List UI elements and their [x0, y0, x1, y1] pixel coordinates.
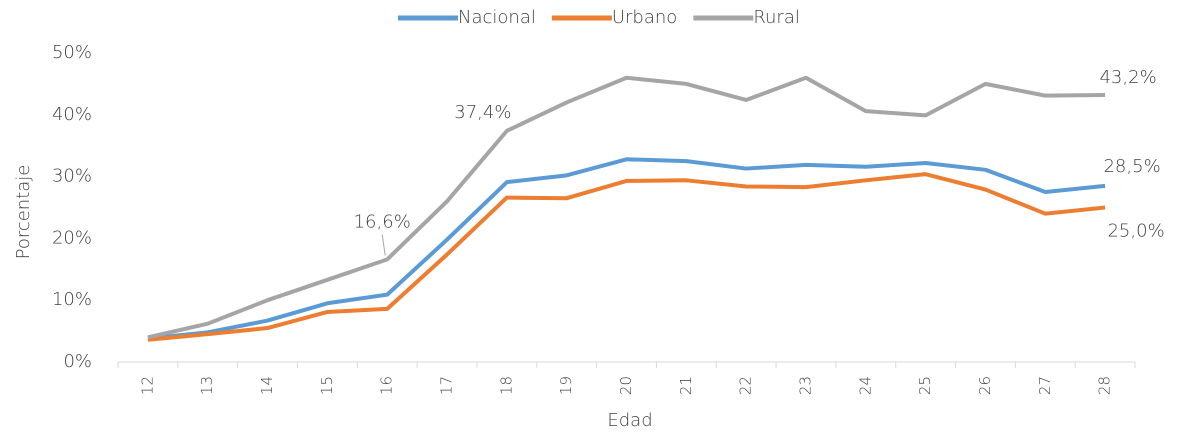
y-axis-label: Porcentaje	[13, 165, 34, 260]
x-tick-label: 12	[138, 376, 156, 395]
y-tick-label: 10%	[52, 289, 92, 310]
x-tick-label: 13	[198, 376, 216, 395]
x-tick-label: 25	[916, 376, 934, 395]
data-label: 25,0%	[1107, 221, 1164, 242]
x-tick-label: 27	[1036, 376, 1054, 395]
x-axis-label: Edad	[607, 410, 652, 431]
data-label: 16,6%	[354, 211, 411, 232]
data-label: 43,2%	[1099, 67, 1156, 88]
series-line	[147, 157, 1106, 341]
leader-line	[381, 234, 386, 256]
series-line	[147, 75, 1106, 340]
x-tick-label: 14	[258, 376, 276, 395]
y-tick-label: 0%	[63, 351, 92, 372]
y-tick-label: 30%	[52, 166, 92, 187]
data-label: 37,4%	[454, 102, 511, 123]
y-tick-label: 20%	[52, 227, 92, 248]
x-tick-label: 16	[378, 376, 396, 395]
legend-label: Rural	[753, 7, 800, 28]
y-tick-label: 50%	[52, 42, 92, 63]
legend-label: Nacional	[458, 7, 536, 28]
x-tick-label: 23	[796, 376, 814, 395]
x-tick-label: 26	[976, 376, 994, 395]
y-tick-label: 40%	[52, 104, 92, 125]
legend-label: Urbano	[612, 7, 677, 28]
x-tick-label: 18	[497, 376, 515, 395]
x-tick-label: 24	[856, 376, 874, 395]
x-tick-label: 15	[318, 376, 336, 395]
series-line	[147, 172, 1106, 342]
x-tick-label: 17	[438, 376, 456, 395]
x-tick-label: 19	[557, 376, 575, 395]
x-tick-label: 28	[1096, 376, 1114, 395]
data-label: 28,5%	[1103, 156, 1160, 177]
x-tick-label: 21	[677, 376, 695, 395]
x-tick-label: 22	[737, 376, 755, 395]
x-tick-label: 20	[617, 376, 635, 395]
